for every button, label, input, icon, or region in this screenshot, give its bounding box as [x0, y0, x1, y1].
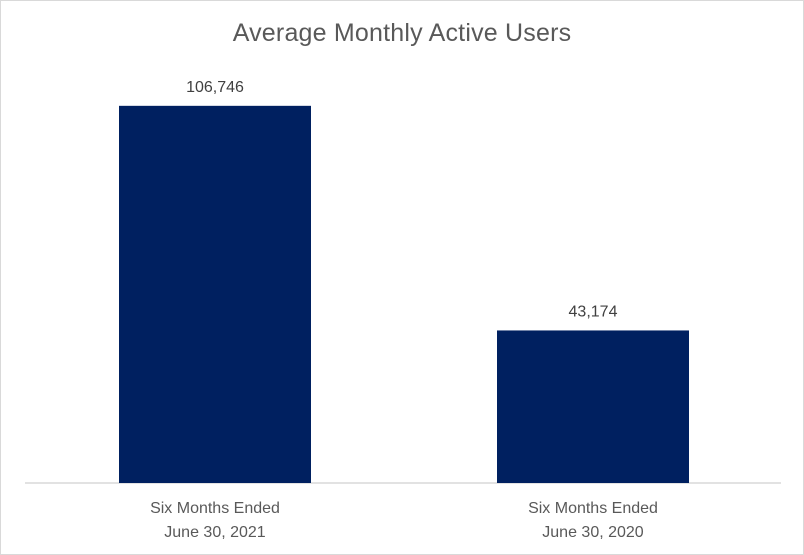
bar-1 — [119, 105, 311, 483]
chart-title: Average Monthly Active Users — [232, 19, 572, 47]
x-tick-label-1-line-1: Six Months Ended — [150, 500, 280, 517]
bars-layer — [119, 105, 689, 483]
x-tick-label-2-line-2: June 30, 2020 — [542, 524, 644, 541]
x-tick-label-2-line-1: Six Months Ended — [528, 500, 658, 517]
labels-layer: 106,746 43,174 — [186, 79, 617, 321]
x-tick-label-1-line-2: June 30, 2021 — [164, 524, 266, 541]
ticks-layer: Six Months Ended June 30, 2021 Six Months … — [150, 500, 658, 541]
bar-2 — [497, 330, 689, 483]
data-label-1: 106,746 — [186, 79, 244, 96]
data-label-2: 43,174 — [569, 303, 618, 320]
